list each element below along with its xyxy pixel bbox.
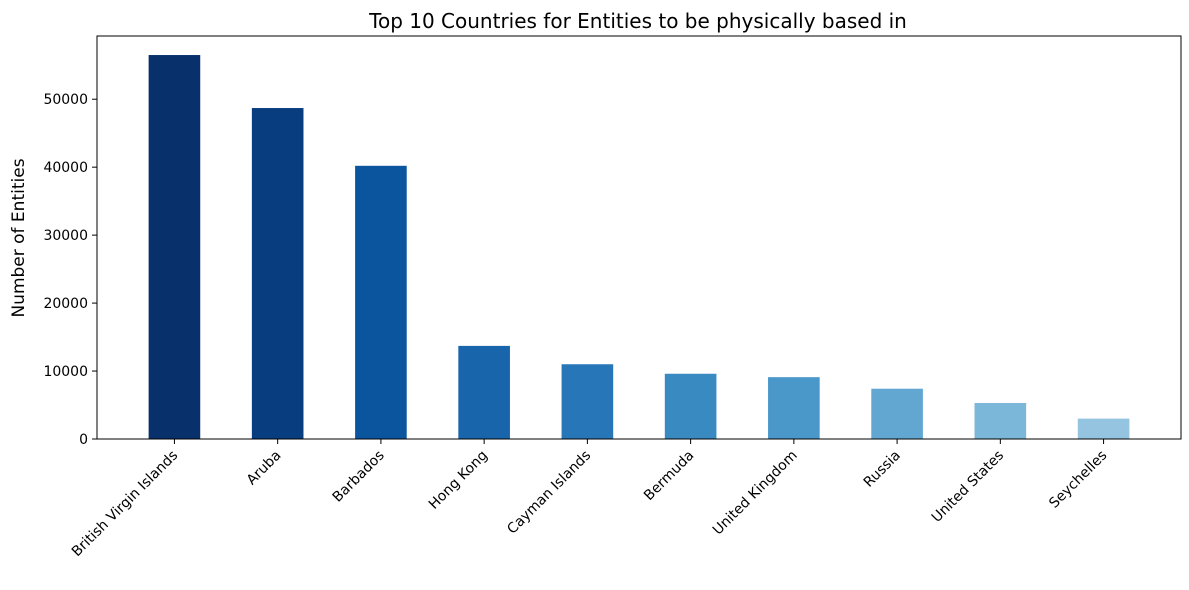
bar — [251, 108, 304, 439]
bar — [664, 373, 717, 439]
bars-group — [148, 55, 1130, 440]
y-tick-label: 0 — [79, 432, 88, 448]
bar — [561, 364, 614, 439]
y-tick-label: 10000 — [43, 364, 88, 380]
x-tick-label: British Virgin Islands — [69, 448, 181, 560]
bar — [768, 377, 820, 439]
bar — [355, 165, 407, 439]
bar — [974, 402, 1027, 439]
x-tick-label: Barbados — [330, 448, 388, 506]
bar — [871, 388, 923, 439]
bar — [148, 55, 201, 440]
chart-title: Top 10 Countries for Entities to be phys… — [368, 9, 907, 33]
y-axis-label: Number of Entities — [9, 158, 29, 317]
plot-frame — [96, 35, 1182, 440]
bar — [458, 345, 510, 439]
x-tick-label: Cayman Islands — [504, 448, 594, 538]
x-tick-label: Bermuda — [641, 448, 697, 504]
x-tick-label: Russia — [861, 448, 904, 491]
bar — [1077, 418, 1130, 439]
y-tick-label: 40000 — [43, 160, 88, 176]
y-tick-label: 50000 — [43, 92, 88, 108]
y-tick-label: 20000 — [43, 296, 88, 312]
x-tick-label: United States — [929, 448, 1007, 526]
x-axis-ticks: British Virgin Islands Aruba Barbados Hong … — [69, 439, 1110, 560]
x-tick-label: Seychelles — [1046, 448, 1110, 512]
y-axis-ticks: 0 10000 20000 30000 40000 50000 — [43, 92, 97, 448]
x-tick-label: United Kingdom — [710, 448, 801, 539]
x-tick-label: Hong Kong — [426, 448, 491, 513]
y-tick-label: 30000 — [43, 228, 88, 244]
x-tick-label: Aruba — [244, 448, 285, 489]
